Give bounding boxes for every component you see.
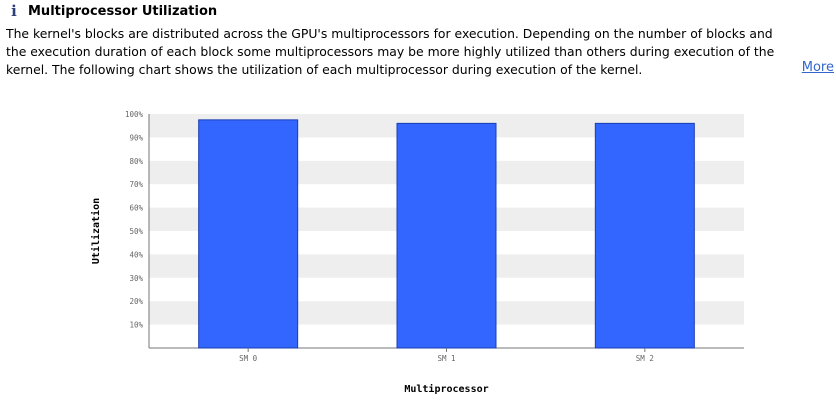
y-tick-label: 30% [129,274,143,283]
bar-sm-2 [594,122,695,349]
y-axis-label: Utilization [90,198,102,264]
y-tick-label: 70% [129,180,143,189]
y-tick-label: 20% [129,297,143,306]
x-tick-label: SM 1 [437,354,455,363]
more-link[interactable]: More [801,60,834,75]
y-tick-label: 50% [129,227,143,236]
info-icon: i [11,2,17,20]
x-tick-label: SM 0 [239,354,258,363]
y-tick-label: 10% [129,321,143,330]
section-title: Multiprocessor Utilization [28,3,218,19]
bar-sm-0 [198,119,299,349]
y-tick-label: 40% [129,250,143,259]
y-tick-label: 90% [129,133,143,142]
y-tick-label: 80% [129,157,143,166]
section-header: i Multiprocessor Utilization [6,2,218,20]
y-tick-label: 60% [129,204,143,213]
section-description: The kernel's blocks are distributed acro… [6,26,775,77]
x-tick-label: SM 2 [636,354,654,363]
bar-sm-1 [396,122,497,349]
y-tick-label: 100% [125,110,144,119]
x-axis-label: Multiprocessor [404,383,488,395]
